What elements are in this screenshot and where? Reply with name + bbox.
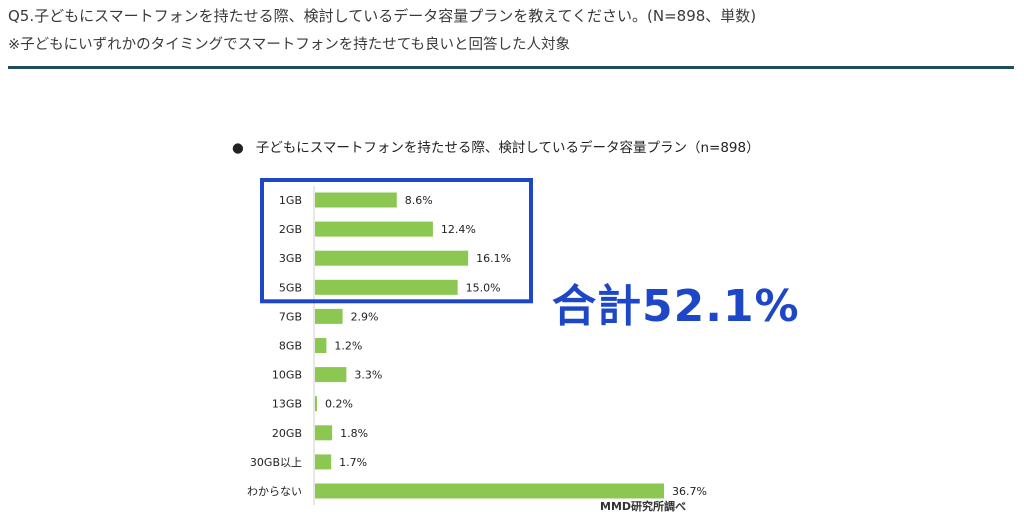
value-label: 36.7%	[672, 485, 707, 498]
value-label: 0.2%	[325, 398, 353, 411]
category-label: 13GB	[272, 398, 302, 411]
bar	[315, 250, 469, 266]
value-label: 1.2%	[334, 340, 362, 353]
category-label: 8GB	[279, 340, 302, 353]
bar	[315, 483, 664, 499]
category-label: 30GB以上	[250, 456, 302, 469]
category-label: わからない	[247, 485, 302, 498]
highlight-total: 合計52.1%	[552, 281, 800, 332]
bullet-icon: ●	[232, 140, 244, 156]
bar	[315, 192, 397, 208]
bar	[315, 425, 333, 441]
value-label: 8.6%	[405, 194, 433, 207]
bar	[315, 279, 458, 295]
value-label: 3.3%	[354, 369, 382, 382]
value-label: 1.8%	[340, 427, 368, 440]
category-label: 2GB	[279, 223, 302, 236]
bar	[315, 396, 317, 412]
value-label: 2.9%	[351, 310, 379, 323]
highlight-box	[260, 178, 533, 304]
category-label: 3GB	[279, 252, 302, 265]
value-label: 15.0%	[466, 281, 501, 294]
value-label: 16.1%	[476, 252, 511, 265]
category-label: 10GB	[272, 369, 302, 382]
bar	[315, 338, 327, 353]
question-title: Q5.子どもにスマートフォンを持たせる際、検討しているデータ容量プランを教えてく…	[8, 7, 757, 25]
category-label: 7GB	[279, 310, 302, 323]
question-note: ※子どもにいずれかのタイミングでスマートフォンを持たせても良いと回答した人対象	[8, 37, 570, 53]
category-label: 20GB	[272, 427, 302, 440]
bar	[315, 454, 332, 470]
source-note: MMD研究所調べ	[600, 500, 687, 513]
category-label: 5GB	[279, 281, 302, 294]
value-label: 12.4%	[441, 223, 476, 236]
bar	[315, 308, 343, 324]
chart-title-row: ● 子どもにスマートフォンを持たせる際、検討しているデータ容量プラン（n=898）	[232, 136, 760, 156]
bar	[315, 367, 347, 383]
category-label: 1GB	[279, 194, 302, 207]
chart-title: 子どもにスマートフォンを持たせる際、検討しているデータ容量プラン（n=898）	[255, 140, 760, 156]
header-divider	[8, 66, 1014, 69]
bar	[315, 221, 433, 237]
value-label: 1.7%	[339, 456, 367, 469]
